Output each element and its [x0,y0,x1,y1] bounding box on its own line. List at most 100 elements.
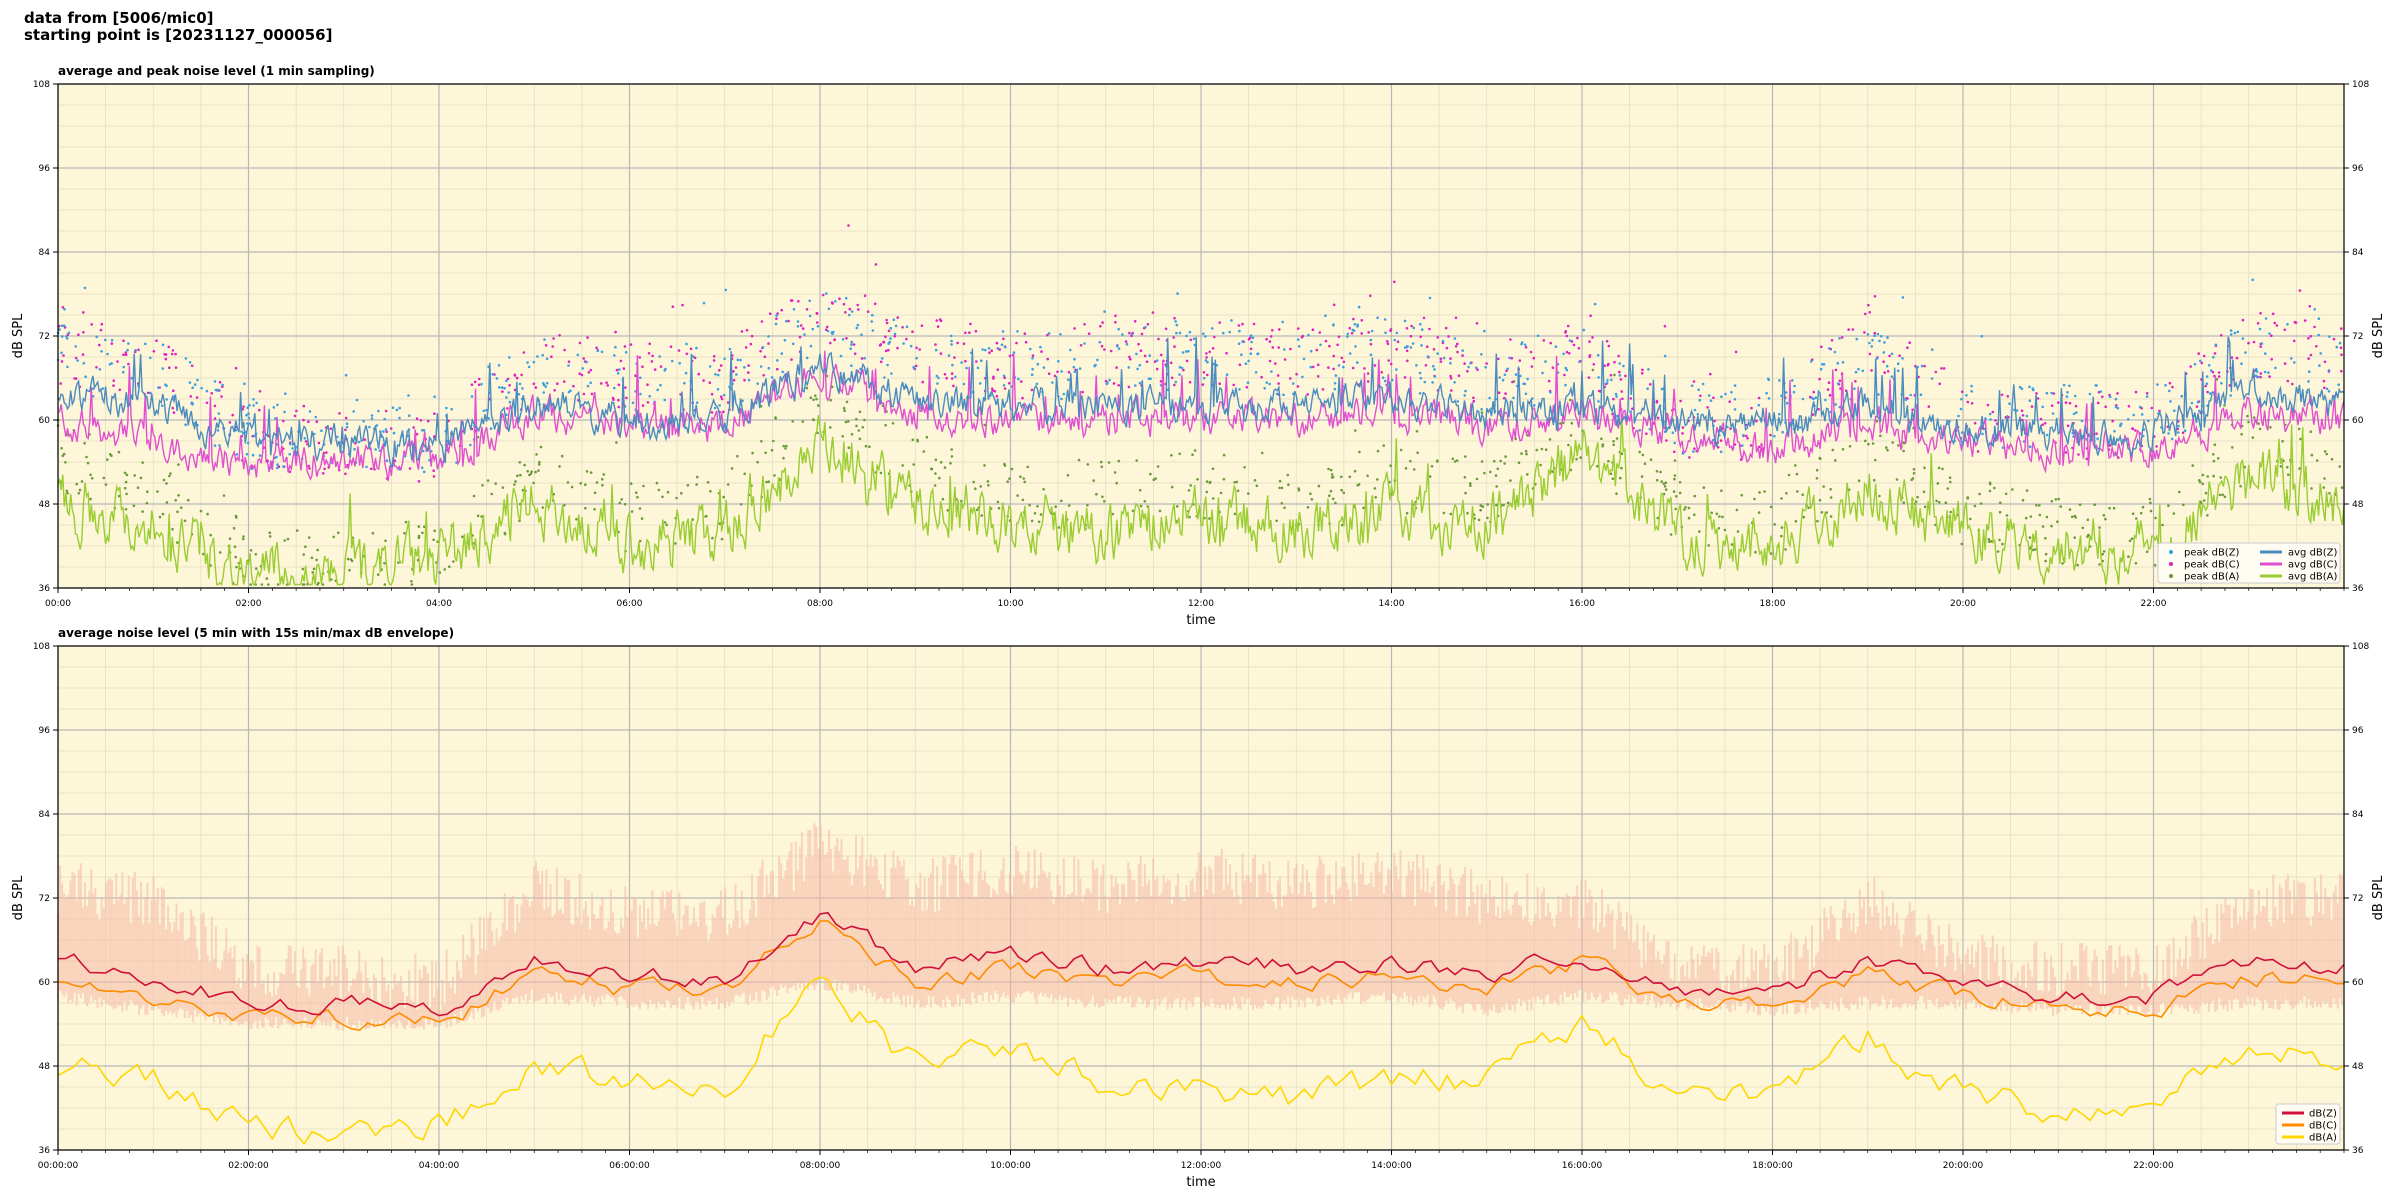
peak-point [1463,476,1467,479]
peak-point [1822,485,1825,488]
peak-point [1501,378,1505,382]
peak-point [1912,468,1916,471]
peak-point [1111,512,1115,516]
peak-point [1430,465,1434,468]
peak-point [816,321,819,324]
ytick-label-right: 36 [2352,584,2364,594]
peak-point [2114,405,2118,409]
peak-point [391,406,395,410]
peak-point [196,378,199,382]
peak-point [2073,514,2077,518]
peak-point [1758,491,1761,494]
peak-point [1615,395,1618,398]
peak-point [220,395,223,398]
peak-point [2335,345,2339,349]
peak-point [1675,495,1678,498]
peak-point [1079,344,1083,347]
peak-point [801,327,805,330]
peak-point [2328,335,2331,338]
peak-point [1319,343,1322,347]
peak-point [718,522,722,525]
peak-point [801,420,805,423]
peak-point [889,337,892,340]
peak-point [486,479,490,482]
peak-point [641,365,644,369]
peak-point [2339,346,2343,350]
peak-point [1564,330,1568,333]
peak-point [1428,327,1431,331]
peak-point [1754,550,1757,554]
peak-point [2011,488,2014,491]
peak-point [584,506,587,510]
peak-point [1366,380,1370,383]
peak-point [1568,398,1572,402]
peak-point [1243,466,1246,469]
peak-point [1352,317,1355,321]
peak-point [600,350,604,354]
peak-point [433,412,436,416]
peak-point [168,474,171,478]
peak-point [1250,340,1253,344]
peak-point [817,404,820,407]
peak-point [1403,319,1407,323]
peak-point [1007,382,1011,385]
peak-point [1547,379,1551,383]
peak-point [864,444,868,448]
peak-point [585,470,589,473]
peak-point [1551,366,1555,370]
peak-point [2028,399,2032,403]
peak-point [842,406,846,410]
peak-point [1393,338,1396,342]
figure-header: data from [5006/mic0] starting point is … [24,10,332,44]
peak-point [1389,464,1392,468]
peak-point [642,484,645,488]
peak-point [2111,419,2114,423]
peak-point [60,351,63,355]
peak-point [1332,367,1335,371]
peak-point [886,363,889,367]
peak-point [1369,294,1372,298]
ytick-label-left: 60 [39,978,51,988]
peak-point [1861,369,1865,373]
peak-point [1901,357,1904,360]
peak-point [2206,514,2209,517]
peak-point [605,381,608,385]
peak-point [1886,370,1890,373]
peak-point [841,338,845,341]
peak-point [1719,439,1723,442]
peak-point [174,352,177,356]
peak-point [1376,316,1379,320]
peak-point [385,430,389,434]
peak-point [767,366,771,370]
peak-point [1151,311,1155,314]
peak-point [1268,359,1272,363]
peak-point [1145,360,1149,364]
peak-point [730,467,734,470]
peak-point [1374,496,1377,499]
peak-point [1265,381,1268,384]
peak-point [1576,336,1579,340]
peak-point [1529,350,1533,354]
peak-point [74,356,78,360]
peak-point [126,348,129,352]
peak-point [2021,414,2025,417]
peak-point [521,387,524,390]
peak-point [1087,332,1091,336]
peak-point [1324,339,1328,343]
peak-point [1275,392,1279,396]
peak-point [613,354,616,357]
peak-point [1246,381,1250,385]
peak-point [426,419,430,423]
peak-point [1022,477,1025,480]
peak-point [235,453,239,456]
peak-point [1669,533,1673,536]
peak-point [1920,364,1924,368]
ytick-label-left: 96 [39,164,51,174]
xtick-label: 06:00:00 [609,1161,650,1171]
peak-point [1360,332,1363,335]
peak-point [2038,513,2042,517]
peak-point [1935,499,1938,503]
peak-point [1218,382,1221,386]
peak-point [1317,484,1321,488]
peak-point [1072,365,1076,369]
